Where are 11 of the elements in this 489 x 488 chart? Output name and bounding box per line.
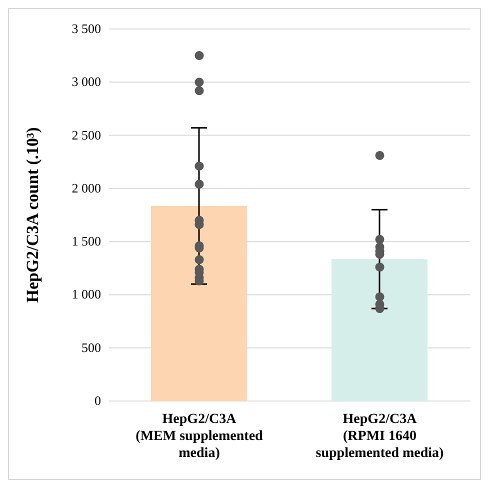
y-tick-label: 3 000 — [72, 74, 101, 90]
y-tick-label: 3 500 — [72, 21, 101, 36]
y-tick-label: 0 — [94, 393, 101, 408]
x-tick-label: HepG2/C3A (RPMI 1640 supplemented media) — [316, 412, 444, 461]
y-tick-label: 1 000 — [72, 286, 101, 302]
x-tick-label: HepG2/C3A (MEM supplemented media) — [136, 412, 264, 461]
y-axis-title: HepG2/C3A count (.10³) — [23, 127, 42, 303]
y-tick-label: 1 500 — [72, 234, 101, 249]
y-tick-label: 2 500 — [72, 127, 101, 142]
y-tick-label: 2 000 — [72, 180, 101, 196]
y-tick-label: 500 — [82, 340, 101, 355]
